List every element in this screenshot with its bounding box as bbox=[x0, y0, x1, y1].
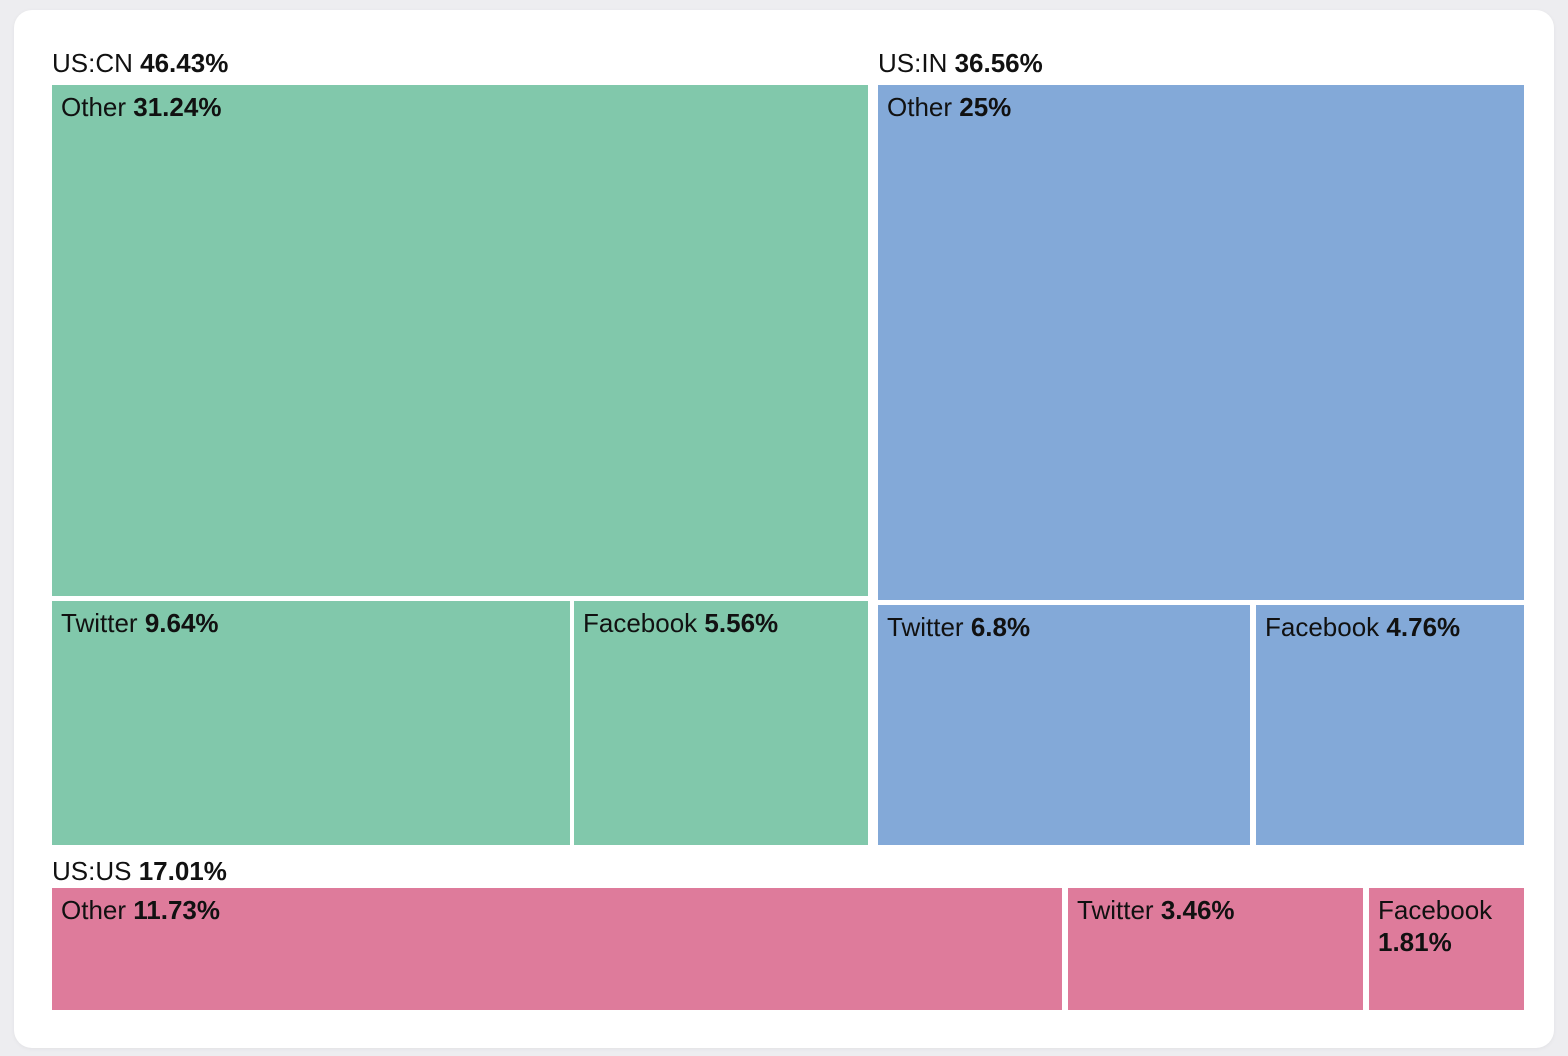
treemap-cell-us-in-other[interactable]: Other 25% bbox=[878, 85, 1524, 600]
cell-percent: 4.76% bbox=[1386, 612, 1461, 642]
cell-percent: 25% bbox=[959, 92, 1012, 122]
cell-name: Twitter bbox=[61, 608, 138, 638]
cell-percent: 1.81% bbox=[1378, 927, 1452, 957]
cell-name: Twitter bbox=[1077, 895, 1154, 925]
cell-name: Other bbox=[61, 92, 127, 122]
group-label-us-in: US:IN 36.56% bbox=[878, 48, 1043, 78]
cell-percent: 6.8% bbox=[970, 612, 1031, 642]
treemap-cell-us-in-facebook[interactable]: Facebook 4.76% bbox=[1256, 605, 1524, 845]
cell-label: Facebook 1.81% bbox=[1369, 888, 1524, 964]
group-name: US:US bbox=[52, 856, 132, 886]
treemap-cell-us-in-twitter[interactable]: Twitter 6.8% bbox=[878, 605, 1250, 845]
cell-label: Other 25% bbox=[878, 85, 1524, 129]
group-percent: 36.56% bbox=[954, 48, 1043, 78]
treemap-cell-us-cn-other[interactable]: Other 31.24% bbox=[52, 85, 868, 596]
cell-label: Twitter 3.46% bbox=[1068, 888, 1363, 932]
cell-name: Twitter bbox=[887, 612, 964, 642]
cell-label: Twitter 9.64% bbox=[52, 601, 570, 645]
group-percent: 46.43% bbox=[140, 48, 229, 78]
treemap-cell-us-cn-twitter[interactable]: Twitter 9.64% bbox=[52, 601, 570, 845]
treemap-cell-us-us-twitter[interactable]: Twitter 3.46% bbox=[1068, 888, 1363, 1010]
chart-card: US:CN 46.43% Other 31.24% Twitter 9.64% … bbox=[14, 10, 1554, 1048]
cell-percent: 31.24% bbox=[133, 92, 222, 122]
group-name: US:CN bbox=[52, 48, 133, 78]
treemap-cell-us-cn-facebook[interactable]: Facebook 5.56% bbox=[574, 601, 868, 845]
cell-percent: 9.64% bbox=[144, 608, 219, 638]
group-name: US:IN bbox=[878, 48, 948, 78]
cell-name: Facebook bbox=[1265, 612, 1380, 642]
group-label-us-us: US:US 17.01% bbox=[52, 856, 227, 886]
cell-percent: 11.73% bbox=[133, 895, 221, 925]
treemap-cell-us-us-facebook[interactable]: Facebook 1.81% bbox=[1369, 888, 1524, 1010]
cell-name: Facebook bbox=[1378, 895, 1493, 925]
cell-label: Other 31.24% bbox=[52, 85, 868, 129]
cell-label: Other 11.73% bbox=[52, 888, 1062, 932]
cell-name: Other bbox=[61, 895, 127, 925]
group-label-us-cn: US:CN 46.43% bbox=[52, 48, 228, 78]
cell-name: Facebook bbox=[583, 608, 698, 638]
cell-label: Facebook 4.76% bbox=[1256, 605, 1524, 649]
treemap-cell-us-us-other[interactable]: Other 11.73% bbox=[52, 888, 1062, 1010]
cell-name: Other bbox=[887, 92, 953, 122]
cell-label: Twitter 6.8% bbox=[878, 605, 1250, 649]
cell-percent: 5.56% bbox=[704, 608, 779, 638]
group-percent: 17.01% bbox=[138, 856, 227, 886]
cell-label: Facebook 5.56% bbox=[574, 601, 868, 645]
cell-percent: 3.46% bbox=[1160, 895, 1235, 925]
treemap-chart: US:CN 46.43% Other 31.24% Twitter 9.64% … bbox=[52, 48, 1524, 1010]
